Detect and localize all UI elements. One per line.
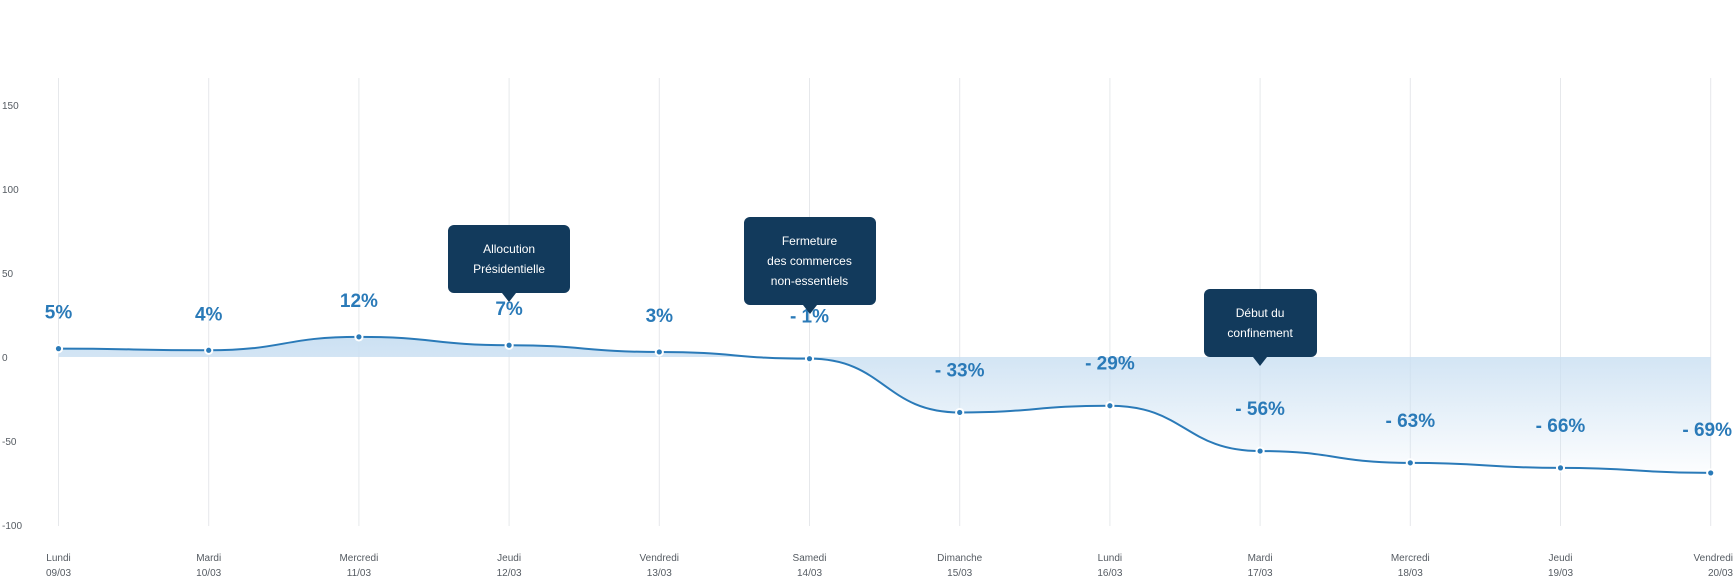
x-tick-date: 17/03 bbox=[1248, 568, 1273, 577]
y-tick-label: -50 bbox=[2, 437, 17, 448]
annotation-line: Allocution bbox=[483, 242, 536, 257]
x-tick-day: Vendredi bbox=[1694, 553, 1733, 564]
x-tick-day: Dimanche bbox=[937, 553, 982, 564]
y-tick-label: 0 bbox=[2, 353, 8, 364]
x-tick-day: Lundi bbox=[46, 553, 70, 564]
data-point bbox=[354, 332, 364, 342]
data-labels: 5% 4% 12% 7% 3% - 1% - 33% - 29% - 56% - 63% - 66%… bbox=[45, 291, 1732, 441]
data-point bbox=[204, 345, 214, 355]
x-tick-date: 19/03 bbox=[1548, 568, 1573, 577]
data-point bbox=[804, 354, 815, 364]
x-tick-date: 16/03 bbox=[1097, 568, 1122, 577]
x-tick-day: Lundi bbox=[1098, 553, 1122, 564]
data-label: - 56% bbox=[1235, 399, 1285, 420]
x-tick-day: Mercredi bbox=[1391, 553, 1430, 564]
x-tick-day: Jeudi bbox=[497, 553, 521, 564]
x-tick-date: 09/03 bbox=[46, 568, 71, 577]
x-tick-date: 14/03 bbox=[797, 568, 822, 577]
x-tick-date: 13/03 bbox=[647, 568, 672, 577]
y-tick-label: 50 bbox=[2, 269, 14, 280]
data-label: 3% bbox=[646, 306, 674, 327]
data-point bbox=[1105, 401, 1115, 411]
annotation-line: Présidentielle bbox=[473, 262, 546, 277]
data-label: - 33% bbox=[935, 360, 985, 381]
data-label: - 66% bbox=[1536, 416, 1586, 437]
data-point bbox=[955, 407, 965, 418]
x-tick-day: Mercredi bbox=[339, 553, 378, 564]
x-tick-date: 15/03 bbox=[947, 568, 972, 577]
annotation-line: confinement bbox=[1227, 326, 1293, 340]
x-tick-date: 20/03 bbox=[1708, 568, 1733, 577]
x-tick-day: Jeudi bbox=[1549, 553, 1573, 564]
data-points bbox=[53, 332, 1716, 478]
x-tick-day: Mardi bbox=[1248, 553, 1273, 564]
annotation-callout: Début du confinement bbox=[1203, 289, 1317, 366]
annotation-line: Fermeture bbox=[781, 234, 838, 248]
data-point bbox=[1706, 468, 1716, 478]
x-tick-day: Samedi bbox=[793, 553, 827, 564]
data-point bbox=[654, 347, 664, 357]
series-line bbox=[58, 335, 1711, 474]
data-label: - 1% bbox=[790, 307, 829, 328]
data-point bbox=[1255, 446, 1265, 456]
annotation-line: non-essentiels bbox=[770, 274, 849, 288]
x-tick-date: 10/03 bbox=[196, 568, 221, 577]
x-tick-date: 18/03 bbox=[1398, 568, 1423, 577]
data-label: - 69% bbox=[1682, 420, 1732, 441]
x-tick-date: 11/03 bbox=[347, 568, 372, 577]
annotation-callout: Fermeture des commerces non-essentiels bbox=[743, 217, 876, 314]
x-tick-date: 12/03 bbox=[497, 568, 522, 577]
data-point bbox=[1405, 458, 1415, 468]
y-tick-label: -100 bbox=[2, 521, 22, 532]
x-axis-ticks: Lundi 09/03 Mardi 10/03 Mercredi 11/03 Jeudi 12… bbox=[46, 553, 1733, 577]
area-fill bbox=[58, 336, 1711, 473]
y-axis-ticks: 150 100 50 0 -50 -100 bbox=[2, 101, 22, 532]
y-tick-label: 100 bbox=[2, 185, 19, 196]
annotation-callout: Allocution Présidentielle bbox=[448, 225, 571, 303]
data-point bbox=[53, 344, 64, 354]
data-label: - 29% bbox=[1085, 354, 1135, 375]
area-shape bbox=[58, 336, 1711, 473]
series-path bbox=[58, 335, 1711, 474]
data-label: 5% bbox=[45, 303, 73, 324]
data-point bbox=[504, 340, 514, 350]
data-label: - 63% bbox=[1385, 411, 1435, 432]
annotation-line: Début du bbox=[1235, 306, 1285, 320]
data-label: 4% bbox=[195, 304, 223, 325]
x-tick-day: Mardi bbox=[196, 553, 221, 564]
data-label: 7% bbox=[495, 299, 523, 320]
data-label: 12% bbox=[340, 291, 378, 312]
data-point bbox=[1555, 463, 1566, 473]
y-tick-label: 150 bbox=[2, 101, 19, 112]
x-tick-day: Vendredi bbox=[640, 553, 679, 564]
annotation-line: des commerces bbox=[767, 254, 852, 268]
